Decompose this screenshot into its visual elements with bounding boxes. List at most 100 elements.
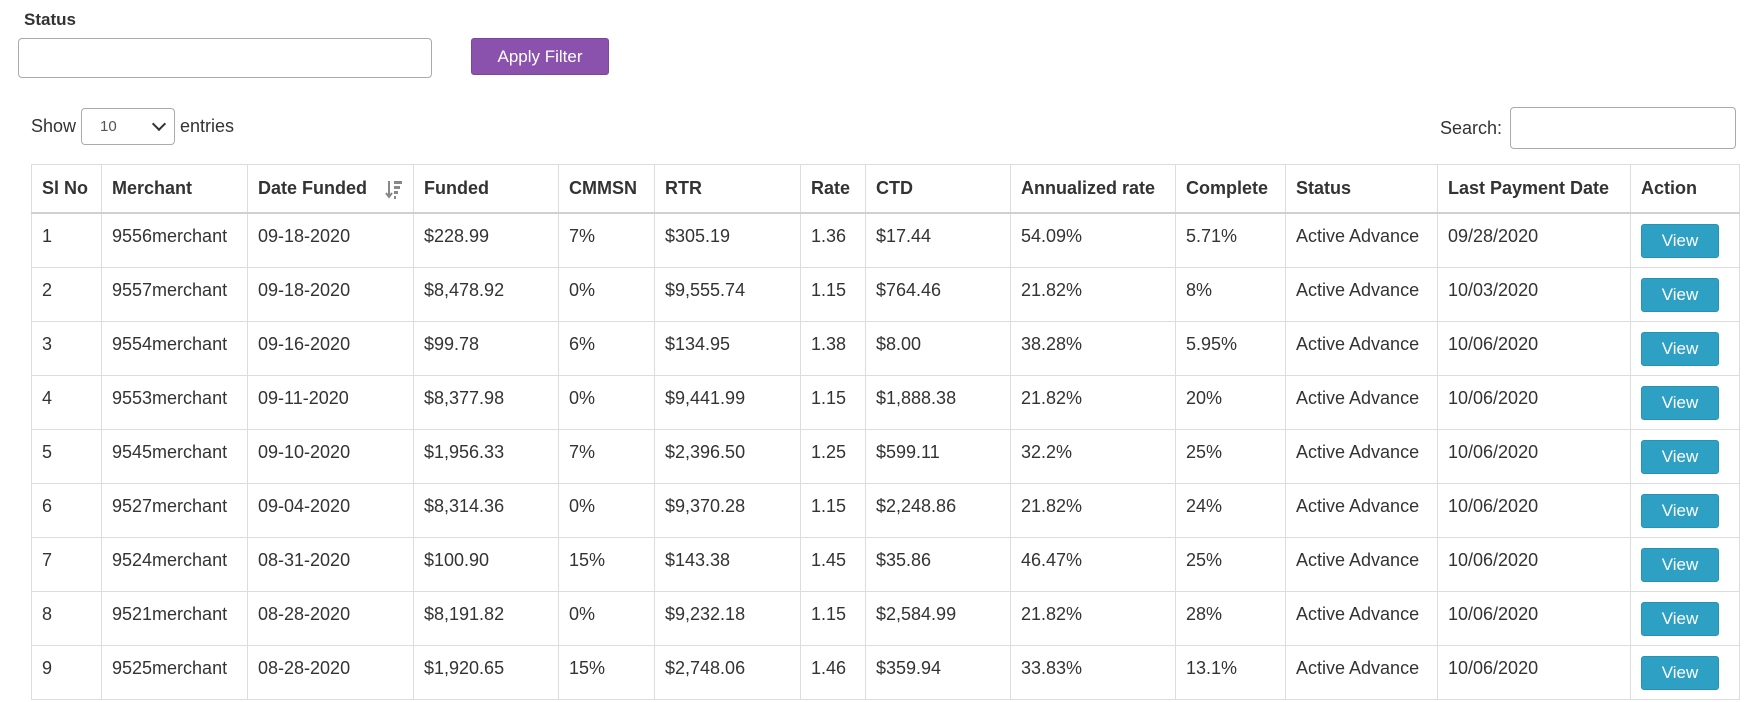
- cell-rate-text: 1.36: [811, 226, 847, 246]
- entries-per-page-select[interactable]: 10: [81, 108, 176, 145]
- cell-annualized-rate-text: 46.47%: [1021, 550, 1083, 570]
- apply-filter-button[interactable]: Apply Filter: [471, 38, 609, 75]
- cell-funded-text: $8,191.82: [424, 604, 505, 624]
- column-header-rtr[interactable]: RTR: [654, 164, 801, 214]
- table-row: 2 9557merchant 09-18-2020 $8,478.92 0% $9,555…: [31, 267, 1740, 322]
- cell-date-funded: 09-04-2020: [247, 483, 414, 538]
- entries-label: entries: [180, 116, 235, 136]
- table-row: 6 9527merchant 09-04-2020 $8,314.36 0% $9,370…: [31, 483, 1740, 538]
- cell-sl-no: 2: [31, 267, 102, 322]
- cell-cmmsn-text: 6%: [569, 334, 596, 354]
- cell-funded: $228.99: [413, 212, 559, 268]
- cell-last-payment-date: 10/06/2020: [1437, 483, 1631, 538]
- view-button[interactable]: View: [1641, 493, 1719, 528]
- cell-last-payment-date-text: 09/28/2020: [1448, 226, 1539, 246]
- cell-funded: $1,920.65: [413, 645, 559, 700]
- cell-ctd-text: $359.94: [876, 658, 942, 678]
- cell-rate: 1.36: [800, 212, 866, 268]
- cell-rtr-text: $2,396.50: [665, 442, 746, 462]
- cell-status-text: Active Advance: [1296, 334, 1420, 354]
- column-header-last-payment-date[interactable]: Last Payment Date: [1437, 164, 1631, 214]
- column-header-rate[interactable]: Rate: [800, 164, 866, 214]
- cell-merchant: 9525merchant: [101, 645, 248, 700]
- cell-rtr: $9,555.74: [654, 267, 801, 322]
- cell-ctd: $35.86: [865, 537, 1011, 592]
- cell-cmmsn: 0%: [558, 267, 655, 322]
- cell-complete-text: 8%: [1186, 280, 1213, 300]
- view-button[interactable]: View: [1641, 655, 1719, 690]
- column-header-status[interactable]: Status: [1285, 164, 1438, 214]
- cell-complete-text: 13.1%: [1186, 658, 1238, 678]
- cell-rate: 1.45: [800, 537, 866, 592]
- cell-date-funded: 08-28-2020: [247, 645, 414, 700]
- view-button[interactable]: View: [1641, 385, 1719, 420]
- cell-funded: $8,377.98: [413, 375, 559, 430]
- cell-rate: 1.15: [800, 267, 866, 322]
- cell-annualized-rate: 54.09%: [1010, 212, 1176, 268]
- cell-annualized-rate-text: 38.28%: [1021, 334, 1083, 354]
- cell-action: View: [1630, 483, 1740, 538]
- view-button[interactable]: View: [1641, 223, 1719, 258]
- cell-merchant-text: 9521merchant: [112, 604, 228, 624]
- search-input[interactable]: [1510, 107, 1736, 149]
- table-row: 1 9556merchant 09-18-2020 $228.99 7% $305.19 1…: [31, 212, 1740, 268]
- cell-annualized-rate-text: 33.83%: [1021, 658, 1083, 678]
- column-header-ctd[interactable]: CTD: [865, 164, 1011, 214]
- cell-complete: 20%: [1175, 375, 1286, 430]
- cell-complete: 25%: [1175, 537, 1286, 592]
- cell-ctd: $1,888.38: [865, 375, 1011, 430]
- view-button[interactable]: View: [1641, 439, 1719, 474]
- column-header-merchant[interactable]: Merchant: [101, 164, 248, 214]
- cell-last-payment-date-text: 10/06/2020: [1448, 334, 1539, 354]
- cell-funded-text: $8,478.92: [424, 280, 505, 300]
- table-row: 4 9553merchant 09-11-2020 $8,377.98 0% $9,441…: [31, 375, 1740, 430]
- cell-merchant-text: 9527merchant: [112, 496, 228, 516]
- cell-last-payment-date: 10/06/2020: [1437, 321, 1631, 376]
- table-search: Search:: [1440, 107, 1736, 149]
- column-header-annualized-rate[interactable]: Annualized rate: [1010, 164, 1176, 214]
- cell-annualized-rate-text: 21.82%: [1021, 604, 1083, 624]
- column-header-cmmsn[interactable]: CMMSN: [558, 164, 655, 214]
- cell-status: Active Advance: [1285, 591, 1438, 646]
- column-header-action[interactable]: Action: [1630, 164, 1740, 214]
- cell-date-funded-text: 09-04-2020: [258, 496, 351, 516]
- cell-last-payment-date-text: 10/06/2020: [1448, 604, 1539, 624]
- cell-annualized-rate-text: 54.09%: [1021, 226, 1083, 246]
- cell-rate-text: 1.45: [811, 550, 847, 570]
- cell-status: Active Advance: [1285, 645, 1438, 700]
- cell-funded: $8,314.36: [413, 483, 559, 538]
- cell-complete: 5.95%: [1175, 321, 1286, 376]
- cell-status-text: Active Advance: [1296, 658, 1420, 678]
- column-header-funded[interactable]: Funded: [413, 164, 559, 214]
- cell-rate-text: 1.15: [811, 388, 847, 408]
- cell-annualized-rate-text: 21.82%: [1021, 280, 1083, 300]
- cell-status: Active Advance: [1285, 483, 1438, 538]
- cell-sl-no: 3: [31, 321, 102, 376]
- status-filter-input[interactable]: [18, 38, 432, 78]
- column-header-complete[interactable]: Complete: [1175, 164, 1286, 214]
- cell-rtr-text: $2,748.06: [665, 658, 746, 678]
- cell-rtr: $2,748.06: [654, 645, 801, 700]
- cell-merchant-text: 9524merchant: [112, 550, 228, 570]
- view-button[interactable]: View: [1641, 331, 1719, 366]
- cell-complete-text: 5.71%: [1186, 226, 1238, 246]
- cell-sl-no-text: 2: [42, 280, 53, 300]
- cell-complete-text: 28%: [1186, 604, 1223, 624]
- column-header-date-funded[interactable]: Date Funded: [247, 164, 414, 214]
- cell-ctd: $17.44: [865, 212, 1011, 268]
- cell-rate-text: 1.15: [811, 496, 847, 516]
- column-header-sl-no[interactable]: Sl No: [31, 164, 102, 214]
- cell-annualized-rate-text: 21.82%: [1021, 388, 1083, 408]
- view-button[interactable]: View: [1641, 601, 1719, 636]
- view-button[interactable]: View: [1641, 277, 1719, 312]
- view-button[interactable]: View: [1641, 547, 1719, 582]
- filter-bar: Status Apply Filter: [0, 0, 1754, 90]
- cell-cmmsn: 15%: [558, 645, 655, 700]
- cell-date-funded-text: 09-18-2020: [258, 226, 351, 246]
- cell-ctd-text: $8.00: [876, 334, 922, 354]
- cell-ctd-text: $2,584.99: [876, 604, 957, 624]
- cell-complete: 25%: [1175, 429, 1286, 484]
- cell-date-funded-text: 09-18-2020: [258, 280, 351, 300]
- cell-funded-text: $99.78: [424, 334, 480, 354]
- cell-action: View: [1630, 537, 1740, 592]
